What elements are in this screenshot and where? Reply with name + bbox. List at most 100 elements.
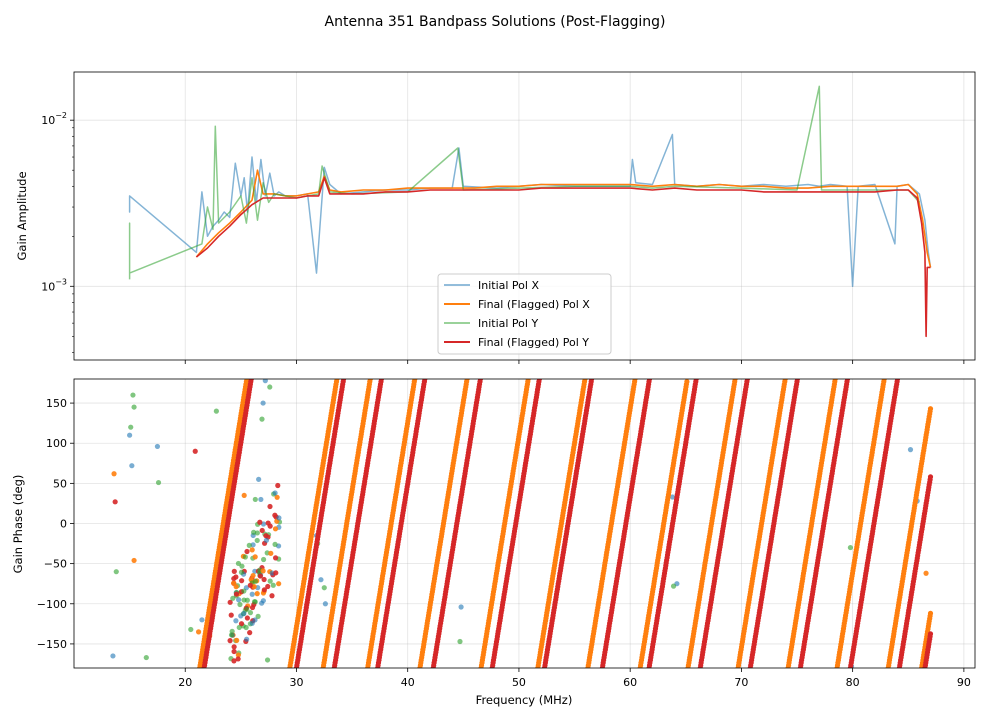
phase-stripe-1-1: [341, 379, 347, 382]
phase-cluster-point: [244, 548, 250, 555]
phase-cluster-point: [246, 542, 252, 548]
phase-cluster-point: [263, 533, 269, 539]
phase-cluster-point: [259, 527, 265, 534]
amplitude-line-2: [128, 85, 920, 280]
phase-stripe-1-5: [536, 379, 542, 382]
amplitude-x-ticks: [184, 360, 965, 364]
phase-point-2-7: [923, 570, 929, 576]
phase-point-1-5: [155, 479, 162, 486]
phase-stripe-0-7: [632, 379, 638, 382]
phase-cluster-point: [241, 588, 247, 594]
phase-point-3-0: [112, 499, 118, 505]
phase-cluster-point: [231, 580, 237, 586]
phase-stripe-0-5: [525, 379, 531, 382]
phase-cluster-point: [235, 656, 241, 662]
phase-point-2-6: [276, 581, 282, 587]
phase-cluster-point: [267, 503, 273, 510]
phase-cluster-point: [251, 599, 258, 605]
phase-stripe-0-8: [684, 379, 690, 385]
phase-stripe-0-12: [881, 379, 887, 382]
phase-point-0-18: [907, 447, 914, 453]
phase-cluster-point: [238, 569, 245, 575]
phase-cluster-point: [257, 573, 263, 579]
phase-stripe-0-9: [732, 379, 738, 382]
phase-point-2-4: [241, 492, 247, 499]
phase-xtick-label: 80: [846, 676, 860, 689]
phase-point-1-15: [321, 585, 327, 591]
phase-cluster-point: [231, 658, 237, 664]
chart-title: Antenna 351 Bandpass Solutions (Post-Fla…: [325, 14, 666, 30]
phase-stripe-0-11: [832, 379, 838, 382]
amplitude-y-ticks: 10−3 10−2: [41, 111, 74, 353]
phase-point-0-7: [256, 476, 262, 482]
amplitude-ytick-label: 10−3: [41, 277, 67, 293]
phase-point-1-3: [131, 404, 137, 410]
legend-label-1: Final (Flagged) Pol X: [478, 298, 590, 311]
phase-cluster-point: [228, 612, 234, 618]
phase-cluster-point: [228, 632, 235, 638]
phase-cluster-point: [267, 523, 273, 529]
phase-cluster-point: [260, 568, 266, 574]
phase-point-1-1: [128, 424, 134, 430]
legend-label-2: Initial Pol Y: [478, 317, 538, 330]
phase-cluster-point: [259, 600, 265, 606]
phase-cluster-point: [257, 519, 263, 525]
phase-y-ticks: −150 −100 −50 0 50 100 150: [37, 397, 74, 651]
phase-cluster-point: [231, 644, 237, 650]
phase-cluster-point: [230, 595, 236, 601]
phase-point-1-17: [670, 583, 677, 589]
phase-cluster-point: [250, 572, 256, 579]
legend-label-3: Final (Flagged) Pol Y: [478, 336, 589, 349]
phase-cluster-point: [261, 576, 267, 583]
phase-stripe-1-4: [477, 379, 483, 382]
amplitude-grid: [74, 72, 975, 360]
phase-cluster-point: [241, 610, 247, 617]
phase-stripe-1-10: [794, 379, 800, 382]
phase-point-1-10: [252, 496, 258, 503]
phase-point-0-3: [154, 443, 161, 450]
phase-cluster-point: [233, 591, 240, 597]
legend: Initial Pol X Final (Flagged) Pol X Initia…: [437, 273, 612, 355]
amplitude-line-1: [195, 169, 932, 268]
phase-cluster-point: [244, 636, 250, 642]
phase-point-2-2: [195, 629, 202, 635]
phase-xtick-label: 40: [401, 676, 415, 689]
phase-cluster-point: [233, 574, 239, 580]
phase-point-1-12: [264, 657, 271, 663]
amplitude-ytick-label: 10−2: [41, 111, 67, 127]
phase-stripe-0-10: [782, 379, 788, 382]
phase-point-0-12: [318, 577, 324, 583]
phase-cluster-point: [242, 554, 248, 560]
phase-stripe-0-6: [582, 379, 588, 382]
phase-stripe-1-3: [422, 379, 428, 382]
phase-cluster-point: [238, 621, 245, 627]
phase-cluster-point: [227, 638, 233, 644]
phase-cluster-point: [254, 537, 260, 544]
phase-stripe-1-11: [844, 379, 851, 382]
phase-cluster-point: [249, 547, 255, 553]
phase-cluster-point: [272, 512, 278, 518]
phase-xtick-label: 50: [512, 676, 526, 689]
phase-cluster-point: [249, 620, 255, 626]
legend-box: [437, 273, 612, 355]
phase-point-2-1: [131, 557, 137, 564]
phase-cluster-point: [243, 624, 249, 631]
phase-cluster-point: [239, 578, 245, 584]
phase-ytick-label: 50: [53, 477, 67, 490]
phase-cluster-point: [275, 482, 281, 489]
amplitude-line-3: [195, 177, 931, 338]
phase-cluster-point: [261, 587, 267, 593]
phase-point-1-13: [267, 384, 273, 390]
phase-point-1-4: [143, 654, 149, 661]
phase-cluster-point: [265, 583, 271, 590]
phase-point-3-4: [269, 593, 275, 599]
phase-x-ticks: 20 30 40 50 60 70 80 90: [178, 668, 971, 689]
phase-point-0-8: [260, 400, 266, 406]
phase-panel: −150 −100 −50 0 50 100 150 20 30 40 50 60 70 80 90 Ga…: [11, 378, 976, 707]
phase-cluster-point: [244, 606, 250, 612]
phase-point-0-10: [258, 496, 264, 503]
phase-point-0-14: [458, 604, 464, 610]
phase-point-0-15: [669, 494, 676, 500]
phase-cluster-point: [273, 570, 279, 576]
phase-point-0-1: [127, 432, 133, 438]
